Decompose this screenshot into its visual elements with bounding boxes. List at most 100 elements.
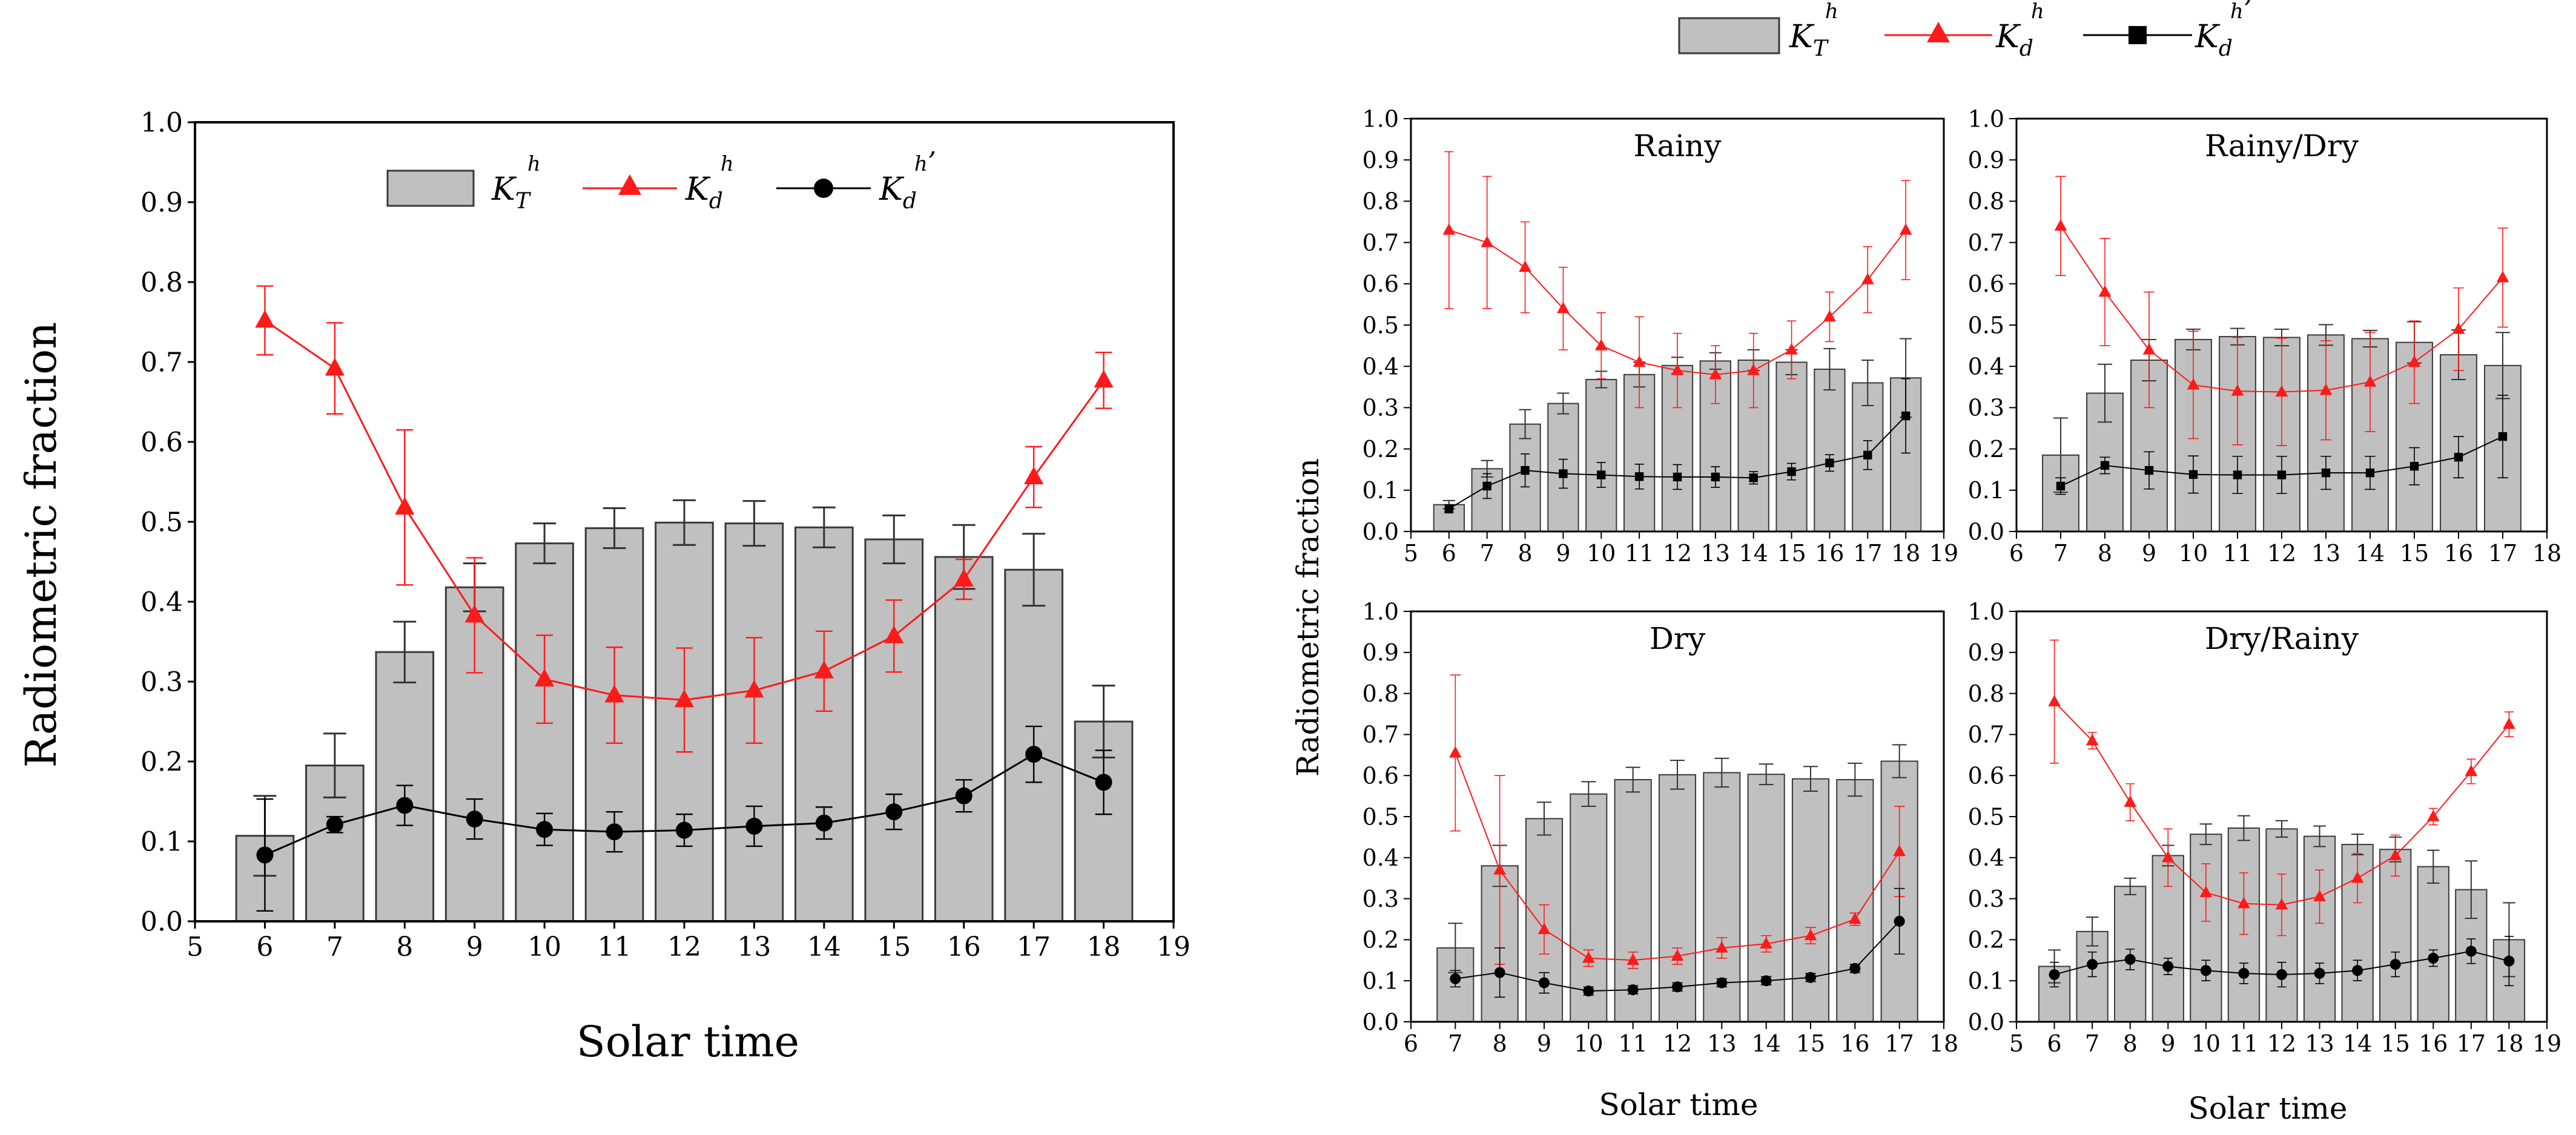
point-kd2-dry-12	[1672, 981, 1683, 993]
ytick-label-dry-rainy-0.9: 0.9	[1968, 639, 2004, 666]
ytick-label-overall-1.0: 1.0	[140, 107, 183, 138]
point-kd2-overall-16	[955, 787, 973, 804]
point-kd2-rainy-dry-12	[2277, 470, 2287, 479]
xtick-label-rainy-9: 9	[1556, 540, 1570, 567]
point-kd-rainy-dry-8	[2098, 285, 2112, 297]
ytick-label-rainy-dry-0.0: 0.0	[1968, 518, 2004, 545]
bar-error-dry-13	[1714, 757, 1729, 788]
ytick-label-overall-0.7: 0.7	[140, 347, 183, 378]
xtick-label-rainy-19: 19	[1929, 540, 1958, 567]
ytick-label-dry-0.0: 0.0	[1362, 1008, 1399, 1035]
xtick-label-rainy-15: 15	[1777, 540, 1806, 567]
ytick-label-dry-rainy-0.3: 0.3	[1968, 886, 2004, 912]
xtick-label-overall-5: 5	[187, 932, 203, 962]
point-kd2-rainy-16	[1825, 458, 1834, 467]
bar-error-overall-12	[673, 499, 696, 546]
xtick-label-overall-15: 15	[877, 932, 911, 962]
subplot-title-rainy: Rainy	[1633, 128, 1722, 163]
point-kd-dry-rainy-15	[2389, 849, 2402, 861]
xtick-label-rainy-dry-15: 15	[2400, 540, 2429, 567]
ytick-label-overall-0.4: 0.4	[140, 587, 183, 617]
xtick-label-rainy-dry-17: 17	[2488, 540, 2517, 567]
point-kd2-dry-rainy-12	[2276, 969, 2287, 981]
point-kd-dry-rainy-16	[2426, 809, 2440, 821]
bar-error-dry-rainy-17	[2465, 860, 2478, 920]
point-kd2-overall-11	[606, 823, 623, 841]
xtick-label-dry-14: 14	[1751, 1030, 1780, 1057]
legend-kt-swatch	[386, 169, 475, 207]
point-kd-rainy-9	[1557, 301, 1570, 314]
point-kd2-rainy-dry-9	[2144, 466, 2154, 475]
xtick-label-rainy-11: 11	[1625, 540, 1654, 567]
point-kd-dry-rainy-17	[2465, 765, 2478, 777]
point-kd-overall-7	[325, 358, 345, 376]
point-kd2-rainy-dry-11	[2233, 470, 2242, 479]
point-kd2-rainy-18	[1901, 411, 1911, 421]
bar-error-dry-rainy-11	[2237, 815, 2250, 841]
ytick-label-rainy-0.7: 0.7	[1362, 229, 1399, 256]
point-kd2-rainy-dry-15	[2409, 462, 2419, 471]
point-kd-dry-rainy-7	[2086, 734, 2099, 746]
point-kd-dry-rainy-14	[2351, 871, 2364, 883]
point-kd-rainy-6	[1442, 223, 1456, 235]
bar-dry-15	[1791, 778, 1830, 1023]
xtick-label-dry-rainy-17: 17	[2457, 1030, 2486, 1057]
bar-error-dry-16	[1848, 762, 1863, 797]
point-kd2-dry-7	[1450, 973, 1461, 984]
xtick-label-dry-15: 15	[1796, 1030, 1825, 1057]
bar-error-rainy-16	[1823, 347, 1836, 391]
point-kd2-dry-rainy-11	[2238, 967, 2250, 979]
xtick-label-dry-rainy-10: 10	[2191, 1030, 2221, 1057]
xtick-label-dry-11: 11	[1618, 1030, 1647, 1057]
point-kd2-rainy-13	[1711, 472, 1720, 482]
xtick-label-overall-6: 6	[256, 932, 273, 962]
xtick-label-overall-16: 16	[947, 932, 981, 962]
xtick-label-dry-rainy-11: 11	[2229, 1030, 2258, 1057]
bar-error-rainy-9	[1557, 392, 1570, 415]
point-kd-overall-10	[535, 668, 555, 686]
xtick-label-rainy-dry-10: 10	[2179, 540, 2208, 567]
point-kd2-dry-14	[1760, 975, 1772, 987]
xtick-label-rainy-17: 17	[1853, 540, 1882, 567]
legend-kd-marker	[618, 174, 641, 195]
point-kd-overall-11	[604, 684, 624, 703]
legend-kd2-marker	[814, 179, 833, 198]
point-kd2-overall-18	[1095, 774, 1112, 791]
legend-overall: KTh Kdh Kdh’	[386, 146, 936, 214]
point-kd2-overall-12	[676, 821, 693, 839]
point-kd-rainy-14	[1747, 363, 1760, 375]
chart-overall: KTh Kdh Kdh’ Radiometric fraction Solar …	[16, 146, 936, 1067]
ytick-label-rainy-0.9: 0.9	[1362, 147, 1399, 174]
point-kd-overall-15	[884, 625, 904, 643]
point-kd-dry-rainy-13	[2313, 889, 2326, 901]
point-kd2-overall-10	[536, 821, 553, 838]
ylabel-right: Radiometric fraction	[1290, 458, 1326, 777]
plot-dry-rainy: 5 6 7 8 9 10 11 12 13 14 15 16 17 18 19 0.0 0.1 0.2 0.3 0.4…	[1968, 598, 2562, 1057]
point-kd-rainy-dry-15	[2408, 355, 2421, 367]
xtick-label-overall-8: 8	[396, 932, 413, 962]
bar-error-overall-7	[323, 732, 346, 798]
point-kd2-dry-16	[1849, 962, 1861, 974]
point-kd2-dry-17	[1894, 915, 1905, 927]
point-kd2-dry-rainy-15	[2389, 959, 2401, 970]
point-kd-rainy-7	[1481, 235, 1494, 248]
xtick-label-rainy-dry-14: 14	[2356, 540, 2385, 567]
point-kd2-dry-rainy-10	[2200, 965, 2211, 976]
point-kd2-overall-7	[326, 816, 343, 834]
ytick-label-dry-1.0: 1.0	[1362, 598, 1399, 625]
xtick-label-dry-8: 8	[1493, 1030, 1507, 1057]
bar-error-dry-rainy-16	[2427, 849, 2440, 884]
ytick-label-dry-0.6: 0.6	[1362, 763, 1399, 789]
point-kd-dry-17	[1893, 844, 1906, 857]
xtick-label-rainy-dry-18: 18	[2532, 540, 2561, 567]
bar-rainy-10	[1585, 379, 1617, 532]
point-kd-dry-11	[1627, 953, 1640, 965]
legend-right-kt-swatch	[1678, 17, 1780, 54]
ytick-label-overall-0.1: 0.1	[140, 826, 183, 857]
point-kd-dry-rainy-6	[2048, 694, 2061, 706]
point-kd2-overall-6	[256, 846, 274, 864]
point-kd2-rainy-dry-13	[2321, 468, 2331, 478]
plot-rainy-dry: 6 7 8 9 10 11 12 13 14 15 16 17 18 0.0 0.1 0.2 0.3 0.4 0.5…	[1968, 105, 2562, 567]
point-kd-rainy-dry-7	[2054, 219, 2067, 231]
xtick-label-dry-rainy-16: 16	[2419, 1030, 2448, 1057]
